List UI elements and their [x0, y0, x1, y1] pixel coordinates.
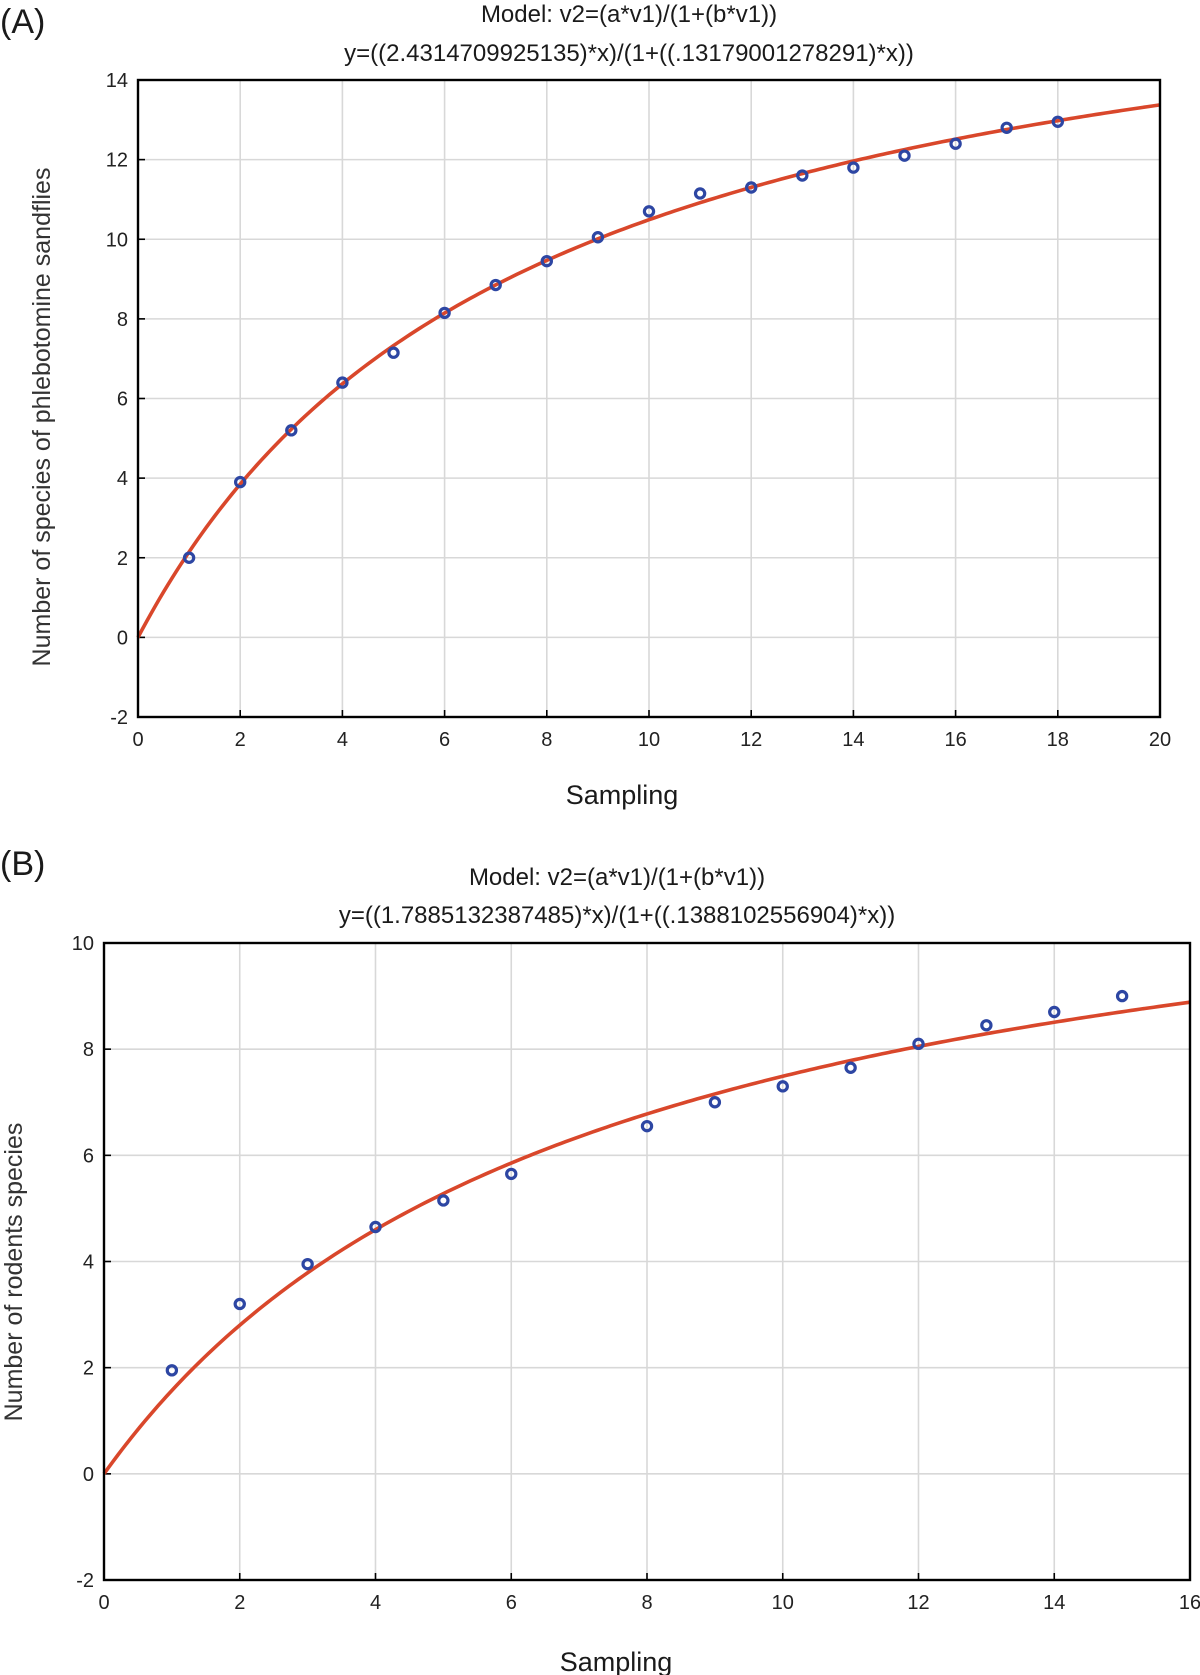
panel-b-data-point	[912, 1037, 925, 1051]
panel-a-equation: y=((2.4314709925135)*x)/(1+((.1317900127…	[344, 40, 914, 67]
panel-b-equation: y=((1.7885132387485)*x)/(1+((.1388102556…	[339, 902, 895, 929]
panel-a-x-axis-label: Sampling	[566, 780, 679, 810]
panel-a-plot-frame	[136, 78, 1162, 719]
panel-a-y-tick-label: 2	[117, 548, 128, 570]
panel-a-y-tick-label: 4	[117, 468, 128, 490]
panel-b-title: Model: v2=(a*v1)/(1+(b*v1))	[469, 864, 765, 891]
panel-b-label: (B)	[0, 845, 45, 883]
panel-a-x-tick-label: 4	[337, 729, 348, 751]
panel-a-y-axis-label: Number of species of phlebotomine sandfl…	[28, 168, 56, 667]
panel-b-x-tick-label: 2	[234, 1592, 245, 1614]
panel-a-data-point	[336, 376, 349, 389]
panel-a-fitted-curve	[136, 103, 1161, 639]
panel-b-x-tick-label: 0	[98, 1592, 109, 1614]
panel-a-y-tick-label: 14	[106, 70, 128, 92]
panel-a-y-tick-label: 10	[106, 229, 128, 251]
panel-a-data-point	[1000, 121, 1013, 134]
panel-a-data-point	[438, 306, 451, 320]
panel-b-x-tick-label: 4	[370, 1592, 381, 1614]
panel-a-x-tick-label: 2	[235, 729, 246, 751]
panel-b-data-point	[1048, 1005, 1061, 1019]
panel-b-data-point	[505, 1167, 518, 1181]
panel-a-data-point	[540, 254, 554, 268]
panel-b-x-tick-label: 8	[641, 1592, 652, 1614]
panel-a-data-point	[1051, 115, 1065, 129]
panel-b-y-tick-label: 10	[72, 933, 94, 955]
panel-a-data-point	[693, 187, 707, 200]
panel-a-x-tick-label: 10	[638, 729, 660, 751]
panel-b-x-tick-label: 10	[772, 1592, 794, 1614]
panel-a-data-point	[489, 278, 502, 292]
panel-a-y-tick-label: -2	[110, 707, 128, 729]
panel-b-y-tick-label: 2	[83, 1358, 94, 1380]
panel-b-y-tick-label: 6	[83, 1145, 94, 1167]
panel-b-data-point	[640, 1119, 654, 1133]
panel-b-data-point	[844, 1061, 857, 1074]
panel-a-data-point	[182, 551, 196, 564]
panel-b-plot-frame	[102, 941, 1192, 1582]
panel-b-data-point	[1115, 989, 1129, 1003]
panel-b-y-tick-label: 0	[83, 1464, 94, 1486]
panel-b-y-tick-label: 4	[83, 1252, 94, 1274]
panel-a-y-tick-label: 6	[117, 389, 128, 411]
panel-a-data-point	[233, 475, 247, 489]
panel-b-x-tick-label: 16	[1179, 1592, 1200, 1614]
panel-a-x-tick-label: 14	[842, 729, 864, 751]
panel-a-data-point	[642, 205, 656, 218]
panel-b-data-point	[301, 1257, 314, 1271]
panel-a-data-point	[745, 181, 758, 194]
panel-b-x-axis-label: Sampling	[560, 1647, 673, 1675]
panel-b-x-tick-label: 6	[506, 1592, 517, 1614]
panel-b-y-tick-label: -2	[76, 1570, 94, 1592]
panel-a-x-tick-label: 12	[740, 729, 762, 751]
panel-b-data-point	[437, 1194, 450, 1207]
panel-a-data-point	[285, 424, 298, 437]
panel-b-data-point	[776, 1080, 789, 1093]
panel-a-x-tick-label: 8	[541, 729, 552, 751]
panel-a-data-point	[591, 231, 605, 244]
panel-a-x-tick-label: 20	[1149, 729, 1171, 751]
panel-a-data-point	[796, 169, 809, 182]
panel-a-y-tick-label: 12	[106, 150, 128, 172]
panel-a-x-tick-label: 6	[439, 729, 450, 751]
panel-a-x-tick-label: 18	[1047, 729, 1069, 751]
panel-b-data-point	[233, 1297, 246, 1311]
panel-b-fitted-curve	[102, 1000, 1191, 1475]
panel-a-data-point	[387, 346, 400, 359]
panel-b-x-tick-label: 14	[1043, 1592, 1065, 1614]
panel-b-data-point	[165, 1364, 179, 1377]
panel-a-x-tick-label: 0	[132, 729, 143, 751]
panel-b-y-axis-label: Number of rodents species	[0, 1123, 28, 1422]
panel-a-y-tick-label: 0	[117, 627, 128, 649]
panel-b-data-point	[980, 1019, 993, 1032]
panel-b-data-point	[369, 1220, 382, 1234]
panel-a-data-point	[847, 161, 860, 174]
panel-b-x-tick-label: 12	[907, 1592, 929, 1614]
panel-a-x-tick-label: 16	[944, 729, 966, 751]
panel-b-data-point	[708, 1096, 722, 1109]
panel-b-y-tick-label: 8	[83, 1039, 94, 1061]
panel-a-y-tick-label: 8	[117, 309, 128, 331]
panel-a-data-point	[949, 137, 962, 150]
panel-a-title: Model: v2=(a*v1)/(1+(b*v1))	[481, 1, 777, 28]
panel-a-data-point	[898, 149, 911, 162]
panel-a-label: (A)	[0, 3, 45, 41]
